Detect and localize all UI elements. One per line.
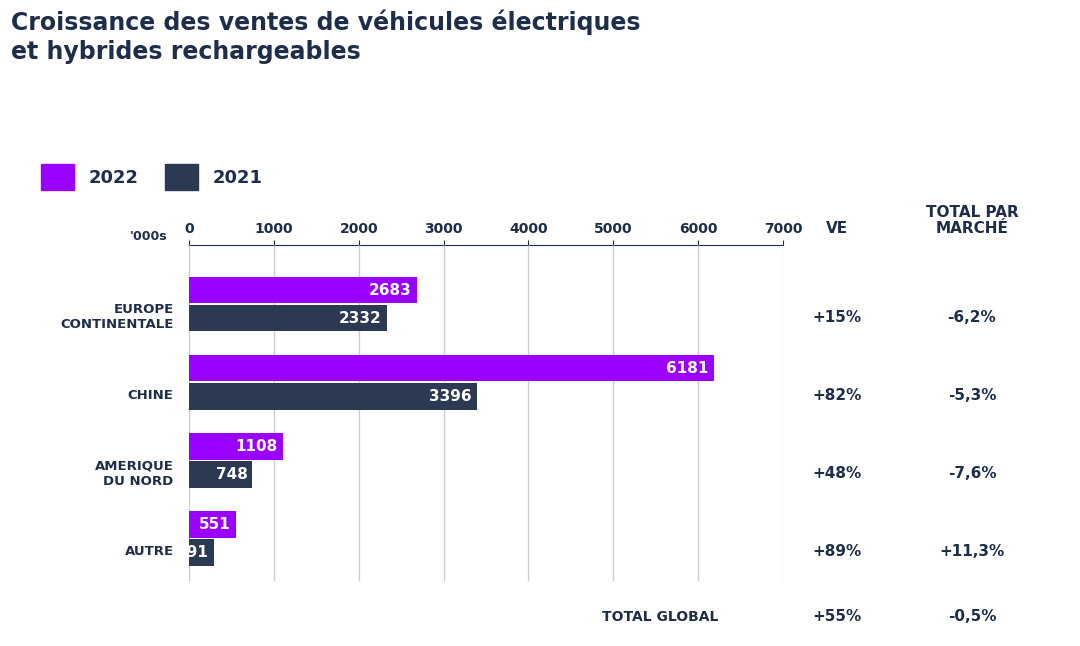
Bar	[189, 511, 235, 537]
Text: 748: 748	[216, 467, 247, 482]
Text: -7,6%: -7,6%	[947, 466, 997, 481]
Text: -5,3%: -5,3%	[948, 388, 996, 403]
Text: 291: 291	[177, 545, 208, 560]
Text: AMERIQUE
DU NORD: AMERIQUE DU NORD	[95, 459, 174, 488]
Bar	[189, 383, 477, 410]
Text: 2683: 2683	[369, 282, 411, 298]
Text: 2332: 2332	[339, 311, 382, 326]
Text: +55%: +55%	[812, 609, 862, 625]
Legend: 2022, 2021: 2022, 2021	[41, 164, 262, 190]
Bar	[189, 539, 214, 566]
Bar	[189, 305, 387, 331]
Text: +11,3%: +11,3%	[940, 544, 1004, 559]
Bar	[189, 433, 283, 459]
Text: EUROPE
CONTINENTALE: EUROPE CONTINENTALE	[60, 304, 174, 331]
Text: +48%: +48%	[812, 466, 862, 481]
Bar	[189, 276, 417, 303]
Text: 551: 551	[199, 517, 231, 532]
Text: -0,5%: -0,5%	[948, 609, 996, 625]
Bar	[189, 461, 253, 488]
Text: +82%: +82%	[812, 388, 862, 403]
Text: 6181: 6181	[666, 360, 708, 375]
Text: -6,2%: -6,2%	[947, 310, 997, 325]
Text: TOTAL GLOBAL: TOTAL GLOBAL	[602, 610, 718, 624]
Text: '000s: '000s	[130, 230, 167, 243]
Text: 1108: 1108	[235, 439, 278, 453]
Text: VE: VE	[826, 221, 848, 236]
Text: Croissance des ventes de véhicules électriques
et hybrides rechargeables: Croissance des ventes de véhicules élect…	[11, 10, 640, 64]
Text: CHINE: CHINE	[127, 389, 174, 402]
Bar	[189, 355, 714, 381]
Text: AUTRE: AUTRE	[124, 545, 174, 558]
Text: +89%: +89%	[812, 544, 862, 559]
Text: TOTAL PAR
MARCHÉ: TOTAL PAR MARCHÉ	[926, 205, 1018, 236]
Text: +15%: +15%	[812, 310, 862, 325]
Text: 3396: 3396	[430, 389, 472, 404]
